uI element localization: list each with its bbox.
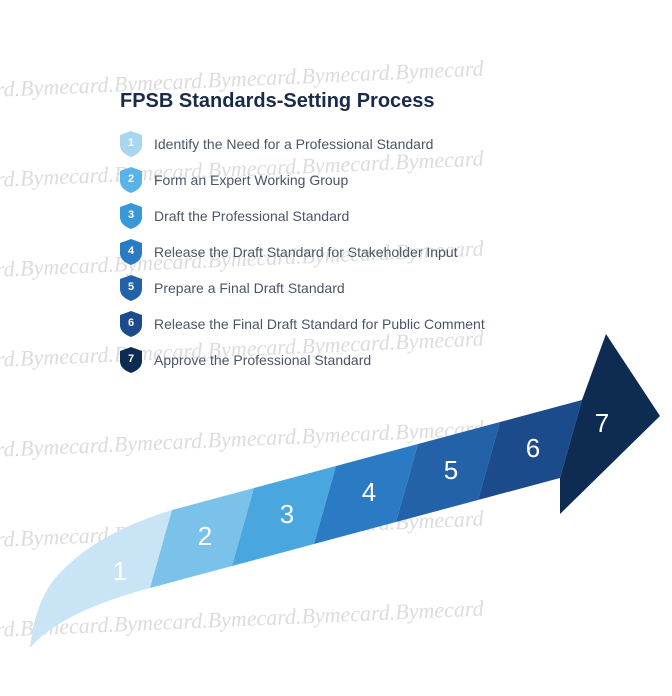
step-row: 3 Draft the Professional Standard [120,203,620,229]
arrow-segment-2 [150,488,254,588]
step-row: 5 Prepare a Final Draft Standard [120,275,620,301]
page-title: FPSB Standards-Setting Process [120,90,620,113]
step-row: 2 Form an Expert Working Group [120,167,620,193]
step-row: 4 Release the Draft Standard for Stakeho… [120,239,620,265]
arrow-number: 7 [595,408,609,438]
shield-icon: 7 [120,347,142,373]
step-label: Release the Draft Standard for Stakehold… [154,244,458,260]
arrow-segment-6 [478,400,582,500]
shield-icon: 6 [120,311,142,337]
shield-icon: 2 [120,167,142,193]
shield-number: 5 [128,281,134,293]
shield-icon: 1 [120,131,142,157]
step-label: Approve the Professional Standard [154,352,371,368]
arrow-number: 5 [444,455,458,485]
shield-icon: 4 [120,239,142,265]
arrow-number: 2 [198,521,212,551]
shield-number: 1 [128,137,134,149]
shield-number: 2 [128,173,134,185]
arrow-segment-4 [314,444,418,544]
arrow-number: 1 [113,556,127,586]
watermark-line: librarycard.Bymecard.Bymecard.Bymecard.B… [0,596,484,651]
shield-number: 4 [128,245,134,257]
shield-number: 7 [128,353,134,365]
step-label: Identify the Need for a Professional Sta… [154,136,433,152]
step-row: 1 Identify the Need for a Professional S… [120,131,620,157]
shield-number: 6 [128,317,134,329]
shield-icon: 5 [120,275,142,301]
step-label: Prepare a Final Draft Standard [154,280,345,296]
step-label: Form an Expert Working Group [154,172,348,188]
step-row: 7 Approve the Professional Standard [120,347,620,373]
arrow-number: 4 [362,477,376,507]
watermark-line: librarycard.Bymecard.Bymecard.Bymecard.B… [0,506,484,561]
shield-number: 3 [128,209,134,221]
arrow-segment-3 [232,466,336,566]
arrow-segment-1 [30,510,172,648]
step-label: Draft the Professional Standard [154,208,349,224]
arrow-number: 3 [280,499,294,529]
watermark-line: librarycard.Bymecard.Bymecard.Bymecard.B… [0,416,484,471]
arrow-number: 6 [526,433,540,463]
step-label: Release the Final Draft Standard for Pub… [154,316,485,332]
content-block: FPSB Standards-Setting Process 1 Identif… [120,90,620,373]
arrow-segment-5 [396,422,500,522]
shield-icon: 3 [120,203,142,229]
step-row: 6 Release the Final Draft Standard for P… [120,311,620,337]
step-list: 1 Identify the Need for a Professional S… [120,131,620,373]
